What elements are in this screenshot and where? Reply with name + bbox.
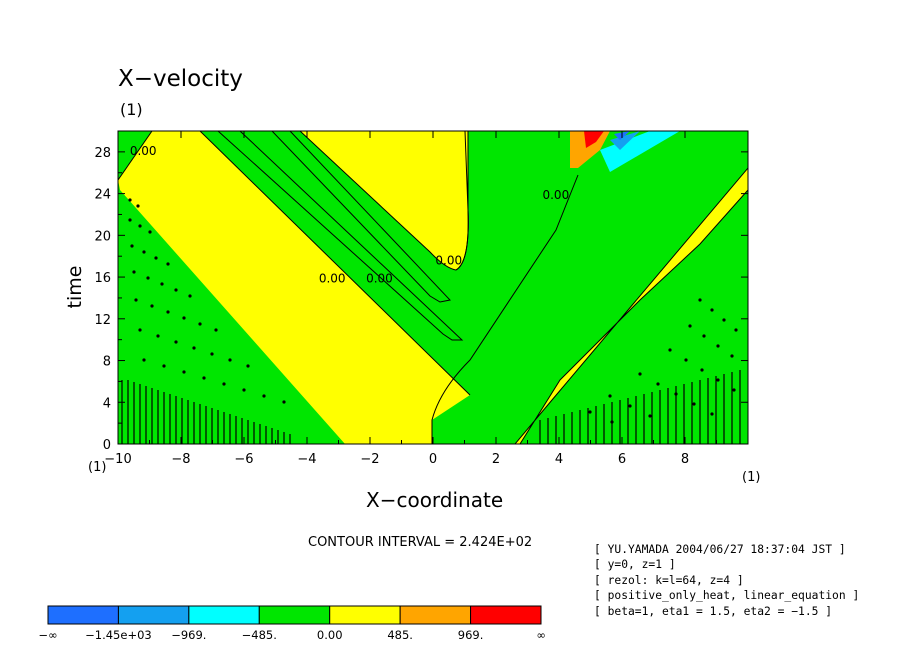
colorbar-label: −969. — [171, 628, 206, 642]
colorbar-label: 0.00 — [317, 628, 343, 642]
contour-lines — [118, 131, 579, 444]
x-tick-label: 6 — [618, 452, 626, 467]
x-tick-label: −2 — [360, 452, 379, 467]
y-axis-label: time — [64, 266, 86, 309]
right-positive-region — [514, 167, 748, 444]
x-tick-label: 4 — [555, 452, 563, 467]
y-tick-label: 4 — [103, 396, 111, 411]
title-unit: (1) — [120, 100, 143, 119]
right-oscillation-region — [539, 370, 741, 444]
x-tick-label: −10 — [104, 452, 131, 467]
x-tick-label: 8 — [681, 452, 689, 467]
info-line: [ beta=1, eta1 = 1.5, eta2 = −1.5 ] — [594, 604, 833, 618]
colorbar-label: 969. — [458, 628, 484, 642]
contour-label: 0.00 — [366, 271, 393, 285]
y-tick-label: 16 — [94, 271, 111, 286]
contour-label: 0.00 — [319, 271, 346, 285]
colorbar-segment — [188, 605, 260, 625]
x-tick-label: 2 — [492, 452, 500, 467]
colorbar-segment — [399, 605, 472, 625]
left-wave-train — [128, 198, 286, 404]
x-unit-right: (1) — [742, 470, 761, 485]
colorbar-segment — [258, 605, 331, 625]
colorbar-label: ∞ — [536, 628, 546, 642]
y-tick-label: 8 — [103, 355, 111, 370]
contour-interval: CONTOUR INTERVAL = 2.424E+02 — [308, 535, 533, 550]
left-positive-region — [118, 131, 470, 444]
colorbar-label: 485. — [387, 628, 413, 642]
contour-field — [118, 131, 748, 444]
y-tick-label: 12 — [94, 313, 111, 328]
info-line: [ positive_only_heat, linear_equation ] — [594, 589, 860, 603]
left-oscillation-region — [121, 380, 291, 444]
contour-label: 0.00 — [542, 188, 569, 202]
colorbar-segment — [470, 605, 542, 625]
colorbar-segment — [47, 605, 119, 625]
y-tick-label: 24 — [94, 188, 111, 203]
y-tick-label: 0 — [103, 438, 111, 453]
x-axis-label: X−coordinate — [366, 488, 504, 512]
info-line: [ YU.YAMADA 2004/06/27 18:37:04 JST ] — [594, 543, 846, 556]
x-tick-label: 0 — [429, 452, 437, 467]
chart-title: X−velocity — [118, 66, 243, 92]
colorbar-label: −1.45e+03 — [85, 628, 152, 642]
run-info: [ YU.YAMADA 2004/06/27 18:37:04 JST ] [ … — [594, 542, 859, 619]
colorbar-segment — [117, 605, 190, 625]
colorbar-segment — [329, 605, 401, 625]
colorbar: −∞ −1.45e+03 −969. −485. 0.00 485. 969. ∞ — [38, 605, 546, 642]
top-right-extremum — [570, 131, 680, 172]
x-tick-label: −8 — [171, 452, 190, 467]
green-band-2 — [271, 131, 451, 303]
contour-label: 0.00 — [130, 144, 157, 158]
x-tick-label: −4 — [297, 452, 316, 467]
y-tick-label: 28 — [94, 146, 111, 161]
info-line: [ rezol: k=l=64, z=4 ] — [594, 573, 744, 587]
x-tick-label: −6 — [234, 452, 253, 467]
contour-label: 0.00 — [435, 254, 462, 268]
right-wave-train — [588, 298, 738, 424]
green-band-1 — [217, 131, 464, 341]
contour-labels: 0.00 0.00 0.00 0.00 0.00 — [130, 144, 569, 285]
y-tick-label: 20 — [94, 229, 111, 244]
colorbar-label: −485. — [242, 628, 277, 642]
colorbar-label: −∞ — [38, 628, 57, 642]
info-line: [ y=0, z=1 ] — [594, 558, 676, 572]
x-unit-left: (1) — [88, 460, 107, 475]
